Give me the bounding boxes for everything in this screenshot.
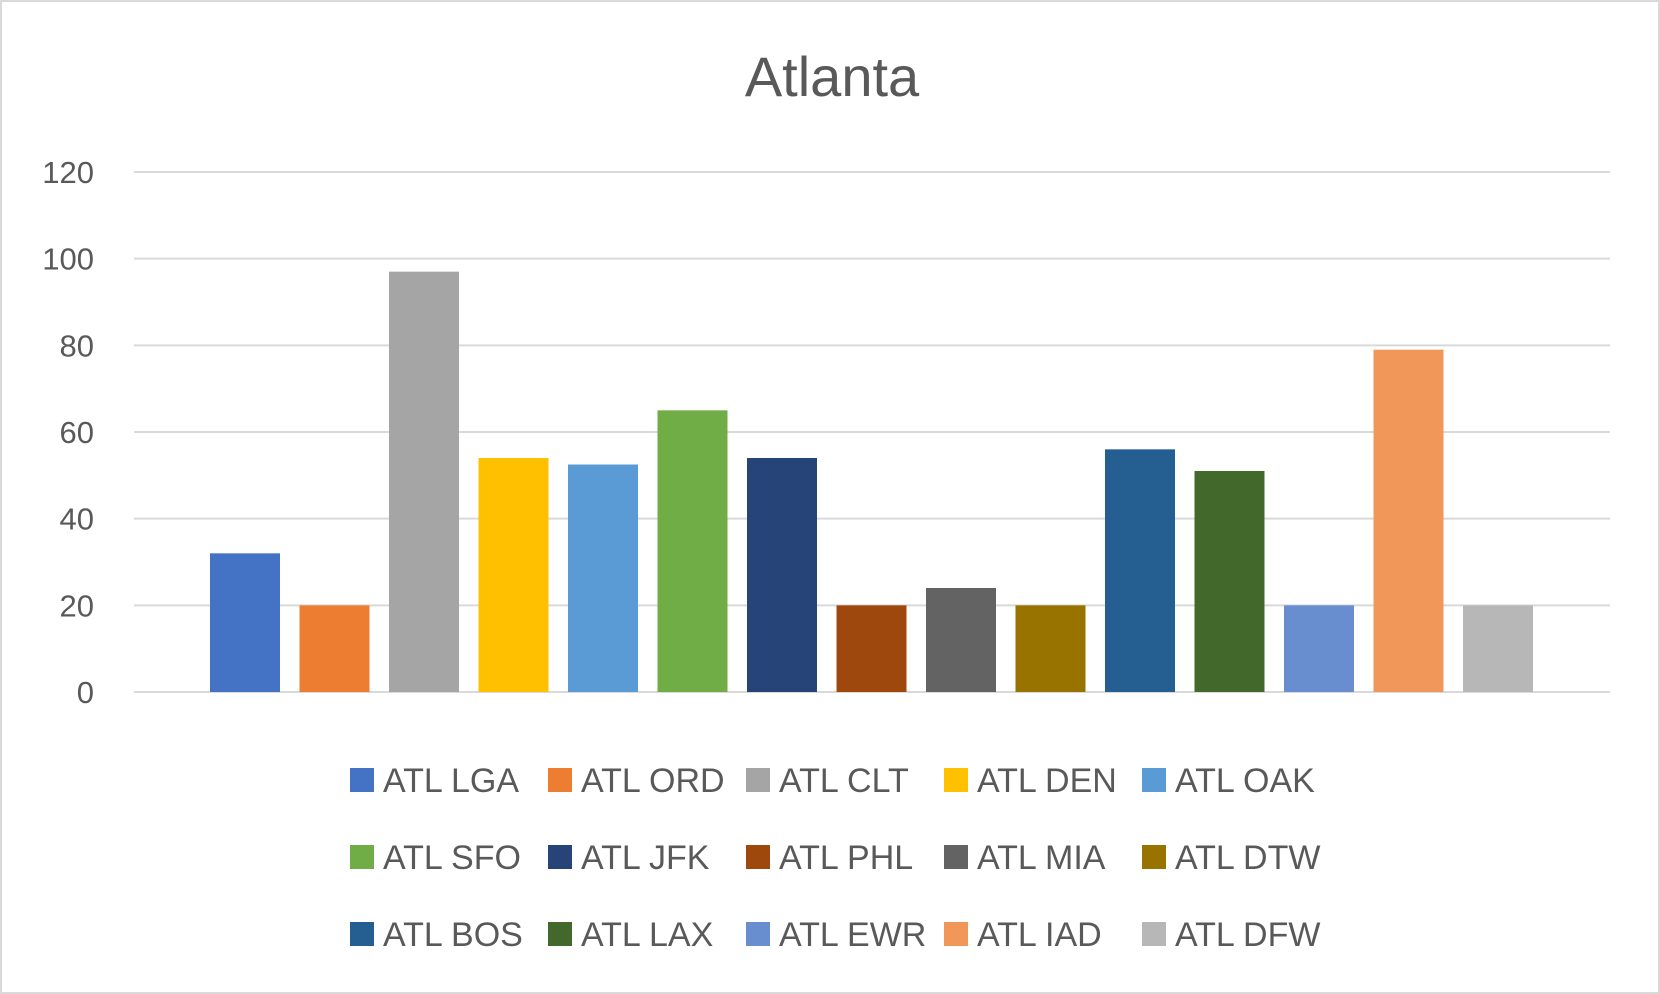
- legend-swatch: [350, 845, 374, 869]
- y-tick-label: 60: [60, 415, 94, 450]
- legend-swatch: [746, 845, 770, 869]
- legend-label: ATL PHL: [779, 839, 913, 877]
- bar-atl-sfo: [657, 410, 728, 692]
- legend-swatch: [350, 768, 374, 792]
- legend-label: ATL SFO: [383, 839, 521, 877]
- legend-label: ATL EWR: [779, 916, 926, 954]
- legend-label: ATL IAD: [977, 916, 1102, 954]
- y-tick-label: 40: [60, 502, 94, 537]
- legend-swatch: [548, 922, 572, 946]
- legend-label: ATL BOS: [383, 916, 523, 954]
- legend-item: ATL DFW: [1142, 916, 1320, 954]
- bar-atl-dtw: [1015, 605, 1086, 692]
- legend-item: ATL PHL: [746, 839, 913, 877]
- y-tick-label: 0: [77, 675, 94, 710]
- legend-swatch: [350, 922, 374, 946]
- legend-label: ATL DEN: [977, 762, 1117, 800]
- gridlines: [134, 171, 1610, 693]
- y-tick-label: 100: [42, 242, 94, 277]
- legend-swatch: [746, 768, 770, 792]
- legend-swatch: [1142, 922, 1166, 946]
- legend-label: ATL JFK: [581, 839, 710, 877]
- legend-swatch: [1142, 845, 1166, 869]
- legend-item: ATL IAD: [944, 916, 1102, 954]
- legend-item: ATL DTW: [1142, 839, 1320, 877]
- y-tick-label: 80: [60, 328, 94, 363]
- legend-item: ATL SFO: [350, 839, 521, 877]
- legend-label: ATL ORD: [581, 762, 725, 800]
- legend-item: ATL DEN: [944, 762, 1117, 800]
- legend-swatch: [746, 922, 770, 946]
- bar-atl-oak: [568, 464, 638, 692]
- y-axis: 0 20 40 60 80 100 120: [42, 155, 94, 710]
- legend-label: ATL DTW: [1175, 839, 1320, 877]
- legend-item: ATL CLT: [746, 762, 909, 800]
- bar-atl-lax: [1194, 471, 1265, 692]
- bar-atl-jfk: [747, 458, 817, 692]
- legend-item: ATL LGA: [350, 762, 519, 800]
- legend-item: ATL ORD: [548, 762, 725, 800]
- legend-item: ATL OAK: [1142, 762, 1315, 800]
- y-tick-label: 20: [60, 588, 94, 623]
- legend-swatch: [1142, 768, 1166, 792]
- legend-label: ATL OAK: [1175, 762, 1315, 800]
- legend-item: ATL LAX: [548, 916, 713, 954]
- legend-swatch: [548, 768, 572, 792]
- y-tick-label: 120: [42, 155, 94, 190]
- legend-item: ATL MIA: [944, 839, 1106, 877]
- bar-atl-clt: [389, 271, 459, 692]
- legend-item: ATL EWR: [746, 916, 926, 954]
- legend-label: ATL MIA: [977, 839, 1106, 877]
- legend-swatch: [944, 768, 968, 792]
- bar-atl-dfw: [1463, 605, 1533, 692]
- legend-label: ATL LAX: [581, 916, 713, 954]
- legend-item: ATL BOS: [350, 916, 523, 954]
- bar-atl-bos: [1105, 449, 1175, 692]
- bars: [210, 271, 1533, 692]
- bar-atl-den: [478, 458, 549, 692]
- legend-label: ATL CLT: [779, 762, 909, 800]
- bar-atl-ord: [299, 605, 370, 692]
- chart-title: Atlanta: [745, 45, 920, 108]
- legend: ATL LGA ATL ORD ATL CLT ATL DEN ATL OAK ATL S…: [350, 762, 1320, 954]
- legend-swatch: [548, 845, 572, 869]
- legend-label: ATL DFW: [1175, 916, 1320, 954]
- bar-atl-ewr: [1284, 605, 1354, 692]
- legend-swatch: [944, 922, 968, 946]
- bar-atl-mia: [926, 588, 996, 692]
- bar-atl-lga: [210, 553, 280, 692]
- legend-item: ATL JFK: [548, 839, 710, 877]
- bar-atl-iad: [1373, 349, 1444, 692]
- bar-atl-phl: [836, 605, 907, 692]
- legend-swatch: [944, 845, 968, 869]
- legend-label: ATL LGA: [383, 762, 519, 800]
